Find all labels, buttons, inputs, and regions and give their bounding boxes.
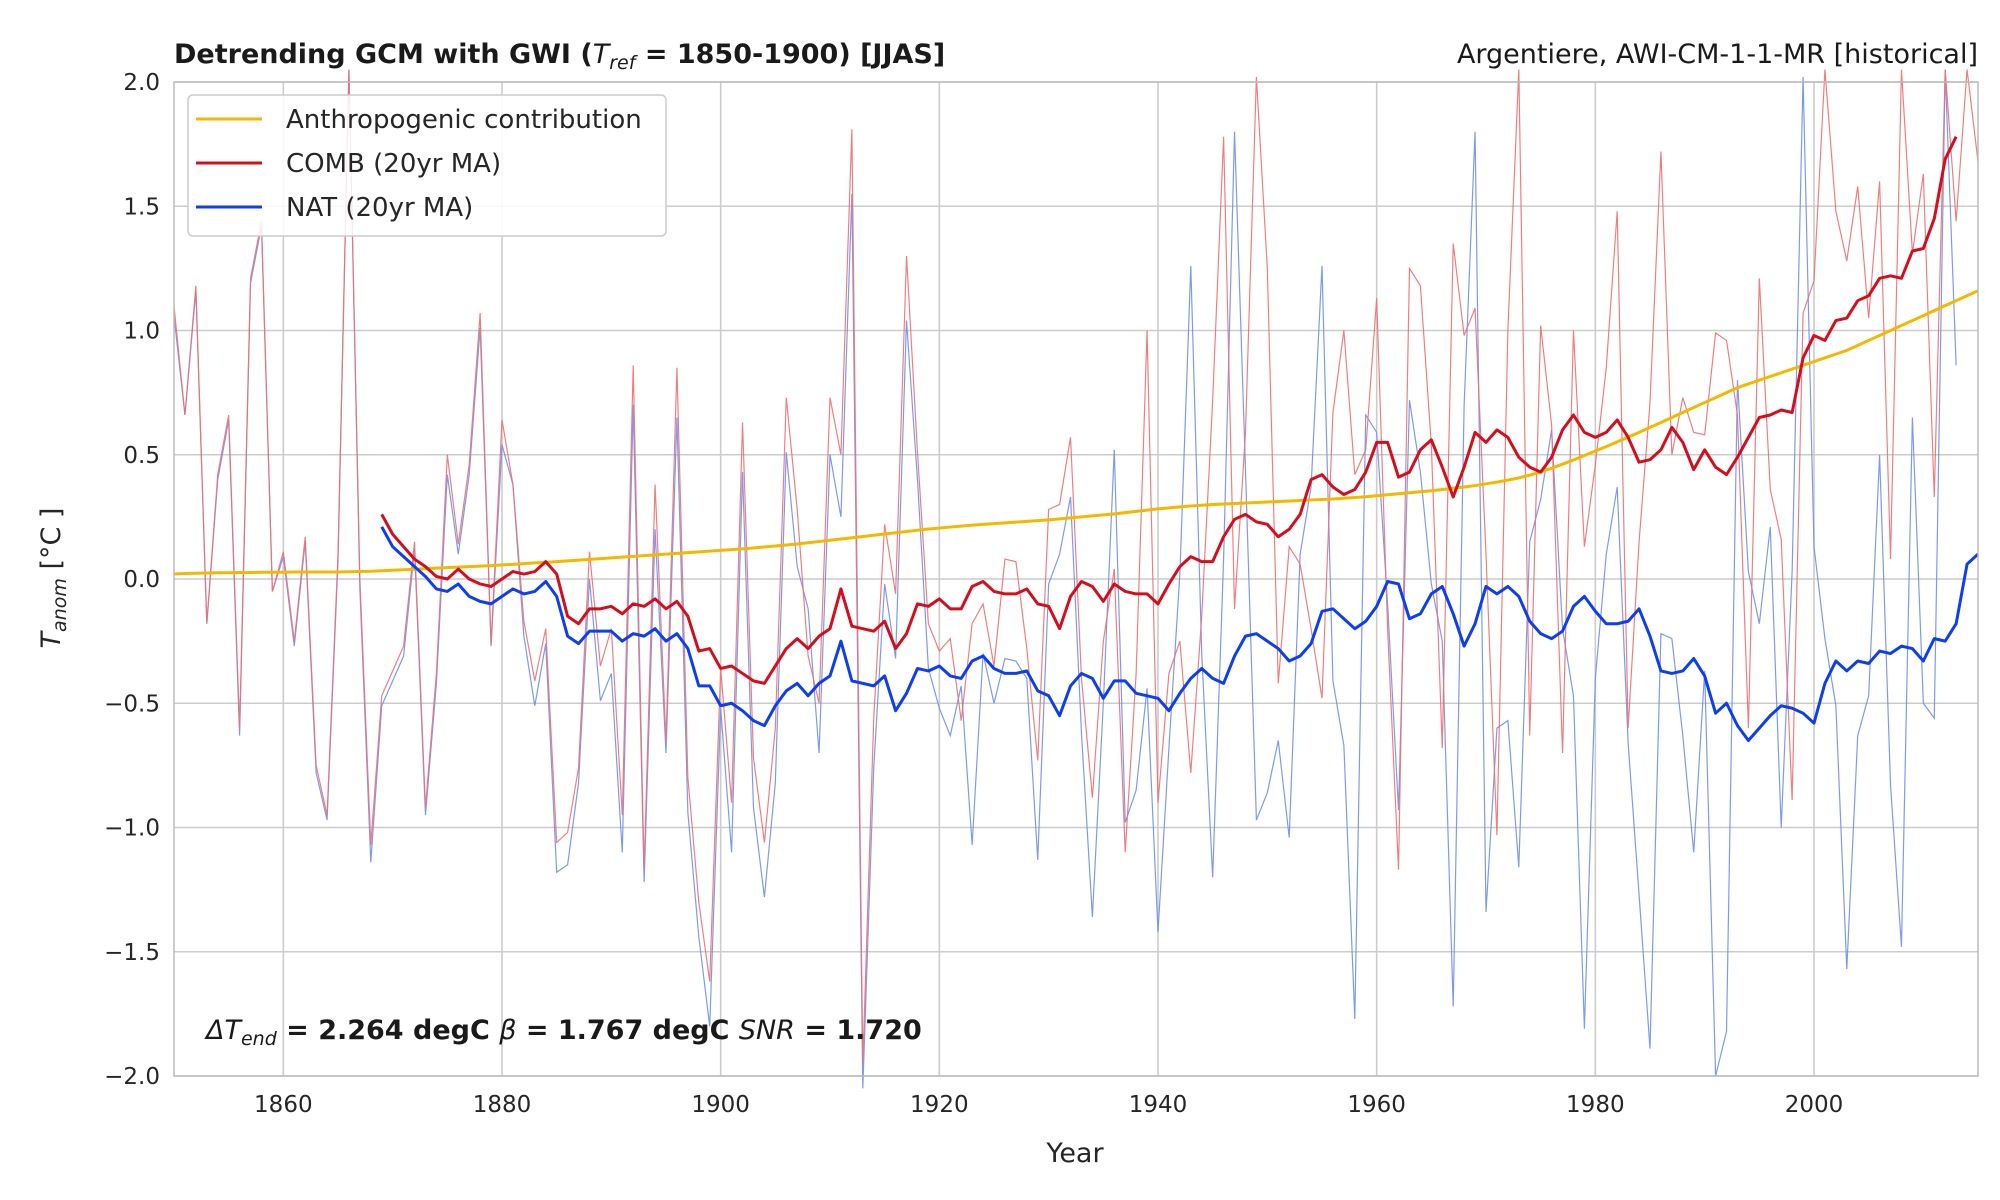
x-tick-label: 1940 — [1129, 1092, 1188, 1118]
chart-subtitle: Argentiere, AWI-CM-1-1-MR [historical] — [1457, 39, 1978, 70]
x-tick-label: 1900 — [691, 1092, 750, 1118]
y-tick-label: −1.0 — [104, 816, 160, 842]
chart-title: Detrending GCM with GWI (Tref = 1850-190… — [174, 39, 945, 74]
comb-ma-line — [380, 136, 1958, 685]
raw-series — [173, 69, 1979, 1089]
plot-frame — [173, 81, 1979, 1077]
y-tick-label: 0.5 — [123, 443, 160, 469]
y-tick-label: 1.5 — [123, 194, 160, 220]
y-tick-label: −1.5 — [104, 940, 160, 966]
anthropogenic-line — [173, 289, 1979, 576]
x-tick-label: 1920 — [910, 1092, 969, 1118]
comb-annual-line — [173, 69, 1979, 1064]
legend-label-nat: NAT (20yr MA) — [286, 193, 473, 223]
x-tick-label: 1880 — [473, 1092, 532, 1118]
x-tick-label: 2000 — [1785, 1092, 1844, 1118]
y-tick-label: −0.5 — [104, 691, 160, 717]
y-tick-label: 0.0 — [123, 567, 160, 593]
x-tick-label: 1860 — [254, 1092, 313, 1118]
legend-label-anthropogenic: Anthropogenic contribution — [286, 105, 642, 135]
legend-box — [187, 94, 667, 237]
x-axis-ticks: 1860 1880 1900 1920 1940 1960 1980 2000 — [254, 1092, 1843, 1118]
legend-label-comb: COMB (20yr MA) — [286, 149, 501, 179]
nat-ma-line — [380, 526, 1980, 743]
x-tick-label: 1960 — [1347, 1092, 1406, 1118]
y-axis-ticks: −2.0 −1.5 −1.0 −0.5 0.0 0.5 1.0 1.5 2.0 — [104, 70, 160, 1090]
y-tick-label: 2.0 — [123, 70, 160, 96]
stats-annotation: ΔTend = 2.264 degC β = 1.767 degC SNR = … — [204, 1015, 922, 1050]
y-axis-label: Tanom [°C ] — [36, 508, 71, 649]
x-axis-label: Year — [1045, 1138, 1104, 1169]
legend: Anthropogenic contribution COMB (20yr MA… — [187, 94, 667, 237]
x-tick-label: 1980 — [1566, 1092, 1625, 1118]
main-series — [173, 136, 1980, 743]
nat-annual-line — [173, 69, 1957, 1089]
y-tick-label: 1.0 — [123, 319, 160, 345]
y-tick-label: −2.0 — [104, 1064, 160, 1090]
